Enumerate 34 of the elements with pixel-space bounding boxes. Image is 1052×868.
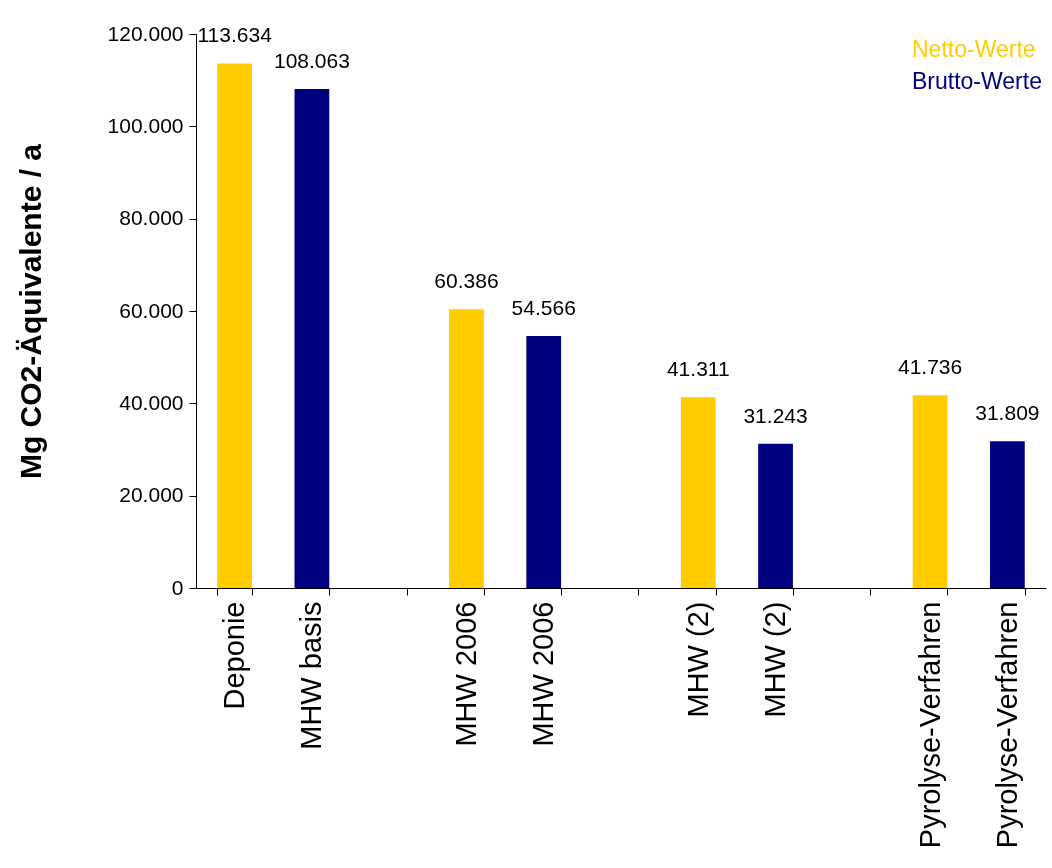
x-tick-label: MHW (2)	[759, 601, 792, 718]
x-tick-label: Pyrolyse-Verfahren	[913, 601, 946, 849]
data-label: 113.634	[197, 23, 273, 47]
y-tick-label: 80.000	[119, 206, 184, 230]
bar	[680, 397, 716, 588]
x-tick-label: MHW basis	[295, 601, 328, 750]
bar	[758, 443, 793, 588]
y-tick-label: 20.000	[119, 483, 184, 507]
text: Brutto-Werte	[912, 67, 1042, 94]
x-tick-label: Pyrolyse-Verfahren	[990, 601, 1023, 849]
text: Netto-Werte	[912, 35, 1036, 62]
bar	[449, 309, 484, 588]
data-label: 31.243	[743, 403, 808, 427]
x-tick-label: MHW 2006	[527, 601, 560, 747]
data-label: 54.566	[511, 296, 576, 320]
data-label: 41.311	[666, 357, 730, 381]
bar	[526, 336, 562, 588]
bar	[294, 89, 330, 588]
data-label: 108.063	[273, 49, 350, 73]
y-tick-label: 60.000	[119, 298, 184, 322]
y-axis-title: Mg CO2-Äquivalente / a	[13, 143, 47, 480]
x-tick-label: Deponie	[218, 601, 251, 710]
y-tick-label: 100.000	[107, 113, 184, 137]
bar	[989, 441, 1025, 588]
y-tick-label: 0	[171, 575, 184, 599]
bar	[912, 395, 948, 588]
bar	[217, 63, 253, 588]
x-tick-label: MHW 2006	[449, 601, 482, 747]
data-label: 60.386	[434, 269, 499, 293]
y-tick-label: 40.000	[119, 390, 184, 414]
y-tick-label: 120.000	[107, 21, 184, 45]
x-tick-label: MHW (2)	[681, 601, 714, 718]
data-label: 31.809	[975, 401, 1040, 425]
data-label: 41.736	[897, 355, 963, 379]
